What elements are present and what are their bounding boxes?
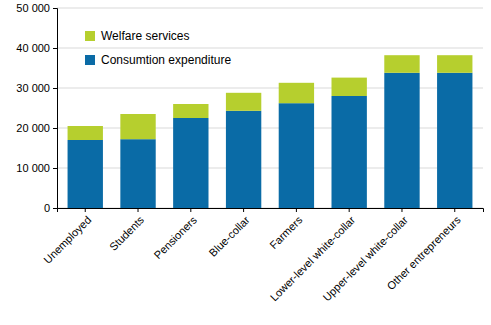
legend-label: Consumtion expenditure: [101, 53, 231, 67]
grid-line: [57, 48, 483, 49]
legend-label: Welfare services: [101, 29, 189, 43]
bar-segment: [120, 114, 155, 139]
y-tick-mark: [53, 208, 57, 209]
x-tick: Students: [107, 208, 147, 253]
x-tick: Blue-collar: [207, 208, 252, 259]
bar-segment: [437, 55, 472, 73]
y-tick-label: 10 000: [16, 162, 50, 174]
bar-segment: [226, 93, 261, 111]
x-tick-label: Lower-level white-collar: [268, 213, 358, 303]
y-tick-mark: [53, 48, 57, 49]
bar-segment: [384, 55, 419, 73]
x-tick-label: Blue-collar: [207, 213, 252, 258]
y-tick-mark: [53, 8, 57, 9]
bar-segment: [384, 73, 419, 208]
legend-swatch: [85, 31, 95, 41]
y-tick: 40 000: [16, 42, 57, 54]
x-tick: Upper-level white-collar: [320, 208, 410, 303]
y-axis-line: [53, 9, 58, 209]
bar-segment: [226, 111, 261, 208]
bar-segment: [68, 140, 103, 208]
bar-segment: [173, 104, 208, 118]
x-tick-mark: [401, 208, 402, 212]
bar-segment: [279, 83, 314, 103]
x-tick-mark: [243, 208, 244, 212]
bar-segment: [331, 78, 366, 96]
bars: [68, 55, 473, 208]
y-tick-label: 50 000: [16, 2, 50, 14]
y-tick-mark: [53, 168, 57, 169]
x-tick-label: Unemployed: [41, 214, 93, 266]
grid: [57, 8, 483, 208]
x-tick-mark: [138, 208, 139, 212]
x-tick-mark: [85, 208, 86, 212]
x-tick: Farmers: [267, 208, 305, 251]
x-axis: Unemployed StudentsPensionersBlue-collar F…: [41, 208, 483, 303]
y-axis: 0 10 000 20 000 30 000 40 000 50 000: [16, 2, 57, 214]
x-tick: Lower-level white-collar: [268, 208, 358, 303]
plot: 0 10 000 20 000 30 000 40 000 50 000 Unemploye…: [16, 2, 483, 303]
y-tick-mark: [53, 88, 57, 89]
x-tick-label: Upper-level white-collar: [320, 213, 410, 303]
x-tick-mark: [296, 208, 297, 212]
y-tick-label: 30 000: [16, 82, 50, 94]
legend-item: Consumtion expenditure: [85, 53, 231, 67]
bar-segment: [173, 118, 208, 208]
x-tick: Pensioners: [152, 208, 200, 261]
bar-segment: [120, 139, 155, 208]
x-tick-label: Other entrepreneurs: [384, 213, 463, 292]
x-tick-label: Farmers: [267, 213, 305, 251]
y-tick-label: 20 000: [16, 122, 50, 134]
x-tick-mark: [454, 208, 455, 212]
bar-segment: [279, 103, 314, 208]
y-tick-label: 0: [44, 202, 50, 214]
x-tick: Unemployed: [41, 208, 93, 266]
grid-line: [57, 8, 483, 9]
bar-segment: [68, 126, 103, 140]
y-tick: 50 000: [16, 2, 57, 14]
x-tick-label: Students: [107, 213, 147, 253]
bar-segment: [437, 73, 472, 208]
bar-segment: [331, 96, 366, 208]
legend-swatch: [85, 55, 95, 65]
x-tick-mark: [349, 208, 350, 212]
chart: 0 10 000 20 000 30 000 40 000 50 000 Unemploye…: [0, 0, 491, 325]
x-tick: Other entrepreneurs: [384, 208, 463, 292]
y-tick: 20 000: [16, 122, 57, 134]
y-tick: 10 000: [16, 162, 57, 174]
y-tick: 0: [44, 202, 57, 214]
y-tick-mark: [53, 128, 57, 129]
x-axis-line: [58, 209, 484, 213]
y-tick: 30 000: [16, 82, 57, 94]
x-tick-label: Pensioners: [152, 213, 200, 261]
y-tick-label: 40 000: [16, 42, 50, 54]
legend: Welfare services Consumtion expenditure: [85, 29, 231, 67]
x-tick-mark: [190, 208, 191, 212]
legend-item: Welfare services: [85, 29, 189, 43]
